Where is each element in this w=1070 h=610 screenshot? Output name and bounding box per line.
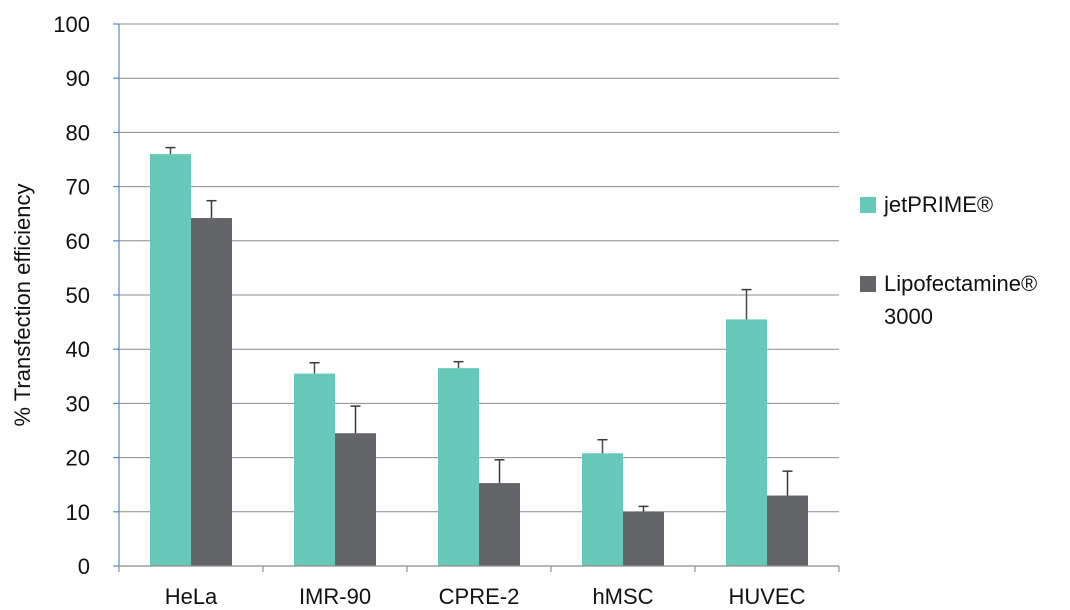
legend-swatch-0 (860, 197, 876, 213)
bar-0-1 (294, 373, 335, 566)
y-tick-label: 80 (66, 120, 90, 145)
labels: 0 10 20 30 40 50 60 70 80 90 100 HeLa IMR-90 CPRE-2 hM… (10, 12, 806, 609)
x-tick-label: CPRE-2 (439, 584, 520, 609)
x-tick-label: hMSC (592, 584, 653, 609)
bar-0-0 (150, 154, 191, 566)
y-tick-label: 90 (66, 66, 90, 91)
bar-1-4 (767, 495, 808, 566)
y-tick-label: 100 (53, 12, 90, 37)
x-tick-label: IMR-90 (299, 584, 371, 609)
gridlines (119, 23, 839, 513)
legend-label-1: Lipofectamine® (884, 271, 1037, 296)
axes (113, 23, 840, 572)
legend: jetPRIME® Lipofectamine® 3000 (860, 192, 1037, 329)
bars (150, 146, 808, 566)
y-tick-label: 40 (66, 337, 90, 362)
y-tick-label: 60 (66, 229, 90, 254)
bar-1-3 (623, 511, 664, 566)
x-tick-label: HUVEC (728, 584, 805, 609)
legend-label-1: 3000 (884, 304, 933, 329)
bar-0-2 (438, 368, 479, 566)
y-tick-label: 20 (66, 446, 90, 471)
legend-label-0: jetPRIME® (883, 192, 993, 217)
y-tick-label: 50 (66, 283, 90, 308)
y-axis-title: % Transfection efficiency (10, 184, 35, 427)
legend-swatch-1 (860, 276, 876, 292)
bar-1-2 (479, 483, 520, 566)
y-tick-label: 70 (66, 175, 90, 200)
bar-1-1 (335, 433, 376, 566)
bar-0-3 (582, 453, 623, 566)
y-tick-label: 10 (66, 500, 90, 525)
y-tick-label: 30 (66, 391, 90, 416)
bar-0-4 (726, 319, 767, 566)
y-tick-label: 0 (78, 554, 90, 579)
x-tick-label: HeLa (165, 584, 218, 609)
bar-1-0 (191, 218, 232, 566)
